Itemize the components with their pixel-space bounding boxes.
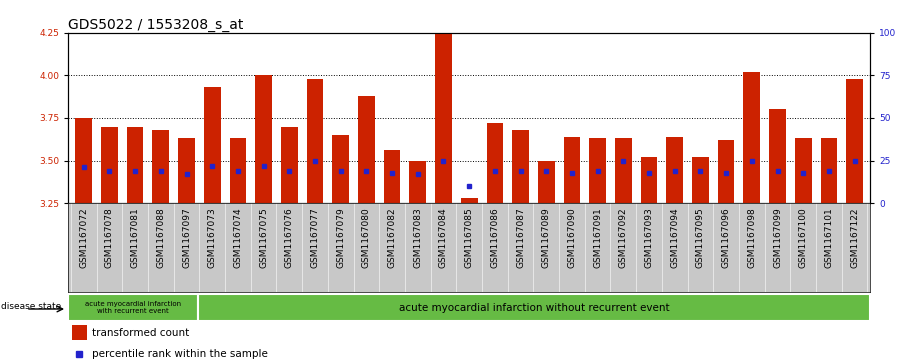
Bar	[179, 138, 195, 203]
Bar	[537, 160, 555, 203]
Text: GSM1167079: GSM1167079	[336, 208, 345, 269]
Text: percentile rank within the sample: percentile rank within the sample	[92, 349, 268, 359]
Bar	[486, 123, 503, 203]
Bar	[821, 138, 837, 203]
Text: GSM1167092: GSM1167092	[619, 208, 628, 268]
Bar	[846, 79, 863, 203]
Bar	[76, 118, 92, 203]
Text: GSM1167090: GSM1167090	[568, 208, 577, 269]
Bar	[743, 72, 760, 203]
Text: GSM1167100: GSM1167100	[799, 208, 808, 269]
Bar	[204, 87, 220, 203]
Text: GSM1167085: GSM1167085	[465, 208, 474, 269]
Text: GSM1167093: GSM1167093	[644, 208, 653, 269]
Bar	[718, 140, 734, 203]
Bar	[152, 130, 169, 203]
Text: acute myocardial infarction without recurrent event: acute myocardial infarction without recu…	[398, 303, 669, 313]
Text: GSM1167075: GSM1167075	[259, 208, 268, 269]
Text: GSM1167097: GSM1167097	[182, 208, 191, 269]
Text: GSM1167089: GSM1167089	[542, 208, 551, 269]
Text: disease state: disease state	[2, 302, 62, 311]
Text: GSM1167096: GSM1167096	[722, 208, 731, 269]
Text: GSM1167101: GSM1167101	[824, 208, 834, 269]
Bar	[512, 130, 529, 203]
Bar	[461, 198, 477, 203]
Bar	[307, 79, 323, 203]
Text: GSM1167094: GSM1167094	[670, 208, 680, 268]
Bar	[409, 160, 426, 203]
Text: GSM1167076: GSM1167076	[285, 208, 294, 269]
Text: GSM1167122: GSM1167122	[850, 208, 859, 268]
Bar	[615, 138, 631, 203]
Text: GSM1167074: GSM1167074	[233, 208, 242, 268]
Text: GSM1167072: GSM1167072	[79, 208, 88, 268]
Bar	[72, 325, 87, 340]
Bar	[384, 150, 401, 203]
Text: GSM1167073: GSM1167073	[208, 208, 217, 269]
Text: GSM1167099: GSM1167099	[773, 208, 782, 269]
Bar	[435, 16, 452, 203]
Bar	[640, 157, 658, 203]
Bar	[198, 294, 870, 321]
Text: GSM1167086: GSM1167086	[490, 208, 499, 269]
Text: acute myocardial infarction
with recurrent event: acute myocardial infarction with recurre…	[85, 301, 181, 314]
Bar	[692, 157, 709, 203]
Text: GDS5022 / 1553208_s_at: GDS5022 / 1553208_s_at	[68, 18, 244, 32]
Text: GSM1167095: GSM1167095	[696, 208, 705, 269]
Bar	[794, 138, 812, 203]
Bar	[281, 126, 298, 203]
Text: GSM1167083: GSM1167083	[414, 208, 423, 269]
Text: GSM1167077: GSM1167077	[311, 208, 320, 269]
Text: GSM1167087: GSM1167087	[516, 208, 525, 269]
Text: GSM1167078: GSM1167078	[105, 208, 114, 269]
Bar	[230, 138, 246, 203]
Text: GSM1167082: GSM1167082	[387, 208, 396, 268]
Bar	[68, 294, 198, 321]
Bar	[589, 138, 606, 203]
Bar	[358, 96, 374, 203]
Bar	[101, 126, 118, 203]
Text: GSM1167084: GSM1167084	[439, 208, 448, 268]
Text: GSM1167091: GSM1167091	[593, 208, 602, 269]
Bar	[255, 75, 272, 203]
Bar	[564, 137, 580, 203]
Bar	[769, 110, 786, 203]
Bar	[127, 126, 144, 203]
Text: transformed count: transformed count	[92, 328, 189, 338]
Bar	[333, 135, 349, 203]
Text: GSM1167098: GSM1167098	[747, 208, 756, 269]
Text: GSM1167080: GSM1167080	[362, 208, 371, 269]
Text: GSM1167081: GSM1167081	[130, 208, 139, 269]
Bar	[666, 137, 683, 203]
Text: GSM1167088: GSM1167088	[157, 208, 165, 269]
